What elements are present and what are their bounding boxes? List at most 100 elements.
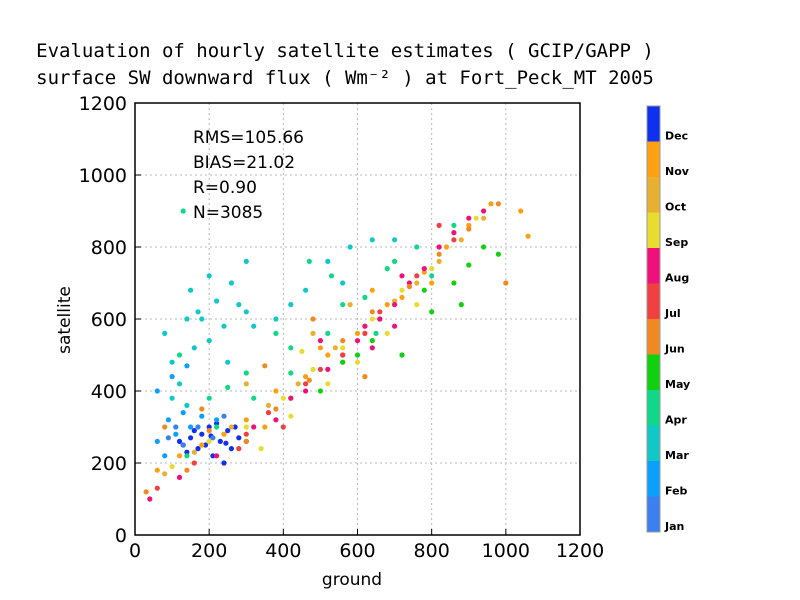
- scatter-point-mar: [243, 309, 249, 315]
- colorbar-label: Mar: [665, 449, 689, 462]
- scatter-point-nov: [488, 201, 494, 207]
- scatter-point-oct: [295, 381, 301, 387]
- scatter-point-oct: [436, 258, 442, 264]
- scatter-point-may: [466, 262, 472, 268]
- scatter-point-apr: [325, 330, 331, 336]
- scatter-point-jul: [317, 366, 323, 372]
- scatter-point-feb: [214, 417, 220, 423]
- scatter-point-sep: [243, 424, 249, 430]
- x-axis-label: ground: [322, 570, 382, 590]
- scatter-point-may: [369, 338, 375, 344]
- colorbar-swatch-may: [647, 354, 660, 390]
- scatter-point-dec: [228, 446, 234, 452]
- scatter-point-apr: [373, 330, 379, 336]
- scatter-point-aug: [251, 424, 257, 430]
- scatter-point-mar: [206, 338, 212, 344]
- scatter-point-jul: [451, 237, 457, 243]
- scatter-point-mar: [392, 237, 398, 243]
- scatter-point-aug: [421, 266, 427, 272]
- scatter-point-aug: [392, 323, 398, 329]
- scatter-point-dec: [232, 424, 238, 430]
- scatter-point-mar: [225, 359, 231, 365]
- scatter-point-apr: [288, 370, 294, 376]
- scatter-point-jul: [154, 485, 160, 491]
- scatter-point-sep: [169, 464, 175, 470]
- scatter-point-oct: [310, 330, 316, 336]
- scatter-point-nov: [384, 302, 390, 308]
- scatter-point-aug: [354, 338, 361, 344]
- scatter-point-mar: [228, 280, 234, 286]
- scatter-point-nov: [221, 431, 227, 437]
- colorbar-label: Dec: [665, 130, 688, 143]
- scatter-point-may: [354, 352, 361, 358]
- scatter-point-nov: [317, 345, 323, 351]
- scatter-point-dec: [184, 449, 190, 455]
- y-tick-label: 200: [91, 453, 127, 475]
- scatter-point-aug: [214, 453, 220, 459]
- scatter-point-mar: [236, 302, 242, 308]
- scatter-point-jan: [221, 413, 227, 419]
- scatter-point-feb: [199, 413, 205, 419]
- scatter-point-nov: [176, 453, 183, 459]
- scatter-point-nov: [518, 208, 524, 214]
- scatter-point-nov: [354, 330, 361, 336]
- stat-n: N=3085: [193, 203, 263, 223]
- x-tick-label: 1000: [482, 540, 530, 562]
- scatter-point-mar: [188, 287, 194, 293]
- scatter-point-mar: [184, 402, 190, 408]
- scatter-point-apr: [451, 222, 457, 228]
- scatter-point-sep: [258, 446, 264, 452]
- colorbar-label: Apr: [665, 414, 687, 427]
- stat-r: R=0.90: [193, 178, 257, 198]
- y-tick-label: 1000: [79, 165, 127, 187]
- scatter-point-jul: [414, 273, 420, 279]
- grid-lines: [135, 103, 580, 535]
- scatter-point-may: [399, 352, 405, 358]
- scatter-point-sep: [310, 366, 316, 372]
- scatter-point-jan: [165, 435, 171, 441]
- scatter-point-mar: [176, 381, 183, 387]
- scatter-point-mar: [162, 330, 168, 336]
- scatter-point-apr: [176, 352, 183, 358]
- colorbar-label: May: [665, 378, 690, 391]
- scatter-point-mar: [288, 302, 294, 308]
- scatter-point-jun: [466, 226, 472, 232]
- scatter-point-jun: [306, 377, 312, 383]
- scatter-point-nov: [443, 244, 450, 250]
- scatter-point-apr: [306, 258, 312, 264]
- scatter-point-dec: [195, 446, 201, 452]
- colorbar-label: Jun: [664, 343, 685, 356]
- colorbar-swatch-sep: [647, 212, 660, 248]
- scatter-point-may: [421, 287, 427, 293]
- scatter-point-jul: [243, 431, 249, 437]
- scatter-point-mar: [243, 258, 249, 264]
- scatter-point-feb: [165, 417, 171, 423]
- scatter-point-apr: [328, 273, 335, 279]
- colorbar-label: Feb: [665, 485, 688, 498]
- scatter-point-jun: [273, 406, 279, 412]
- scatter-point-mar: [191, 345, 197, 351]
- scatter-point-dec: [223, 440, 229, 446]
- scatter-point-may: [317, 388, 323, 394]
- scatter-point-sep: [325, 381, 331, 387]
- scatter-point-oct: [243, 381, 249, 387]
- scatter-point-oct: [347, 302, 353, 308]
- x-tick-label: 600: [339, 540, 375, 562]
- stat-rms: RMS=105.66: [193, 128, 304, 148]
- scatter-point-jun: [503, 280, 509, 286]
- scatter-point-sep: [473, 215, 479, 221]
- scatter-point-sep: [369, 316, 375, 322]
- scatter-point-aug: [147, 496, 153, 502]
- scatter-point-apr: [214, 424, 220, 430]
- scatter-point-jun: [243, 438, 249, 444]
- scatter-point-may: [458, 302, 464, 308]
- scatter-point-oct: [481, 215, 487, 221]
- y-tick-label: 600: [91, 309, 127, 331]
- scatter-point-apr: [180, 208, 186, 214]
- scatter-point-aug: [317, 338, 323, 344]
- scatter-point-nov: [154, 467, 160, 473]
- stat-bias: BIAS=21.02: [193, 153, 295, 173]
- colorbar-label: Sep: [665, 236, 688, 249]
- scatter-point-sep: [414, 302, 420, 308]
